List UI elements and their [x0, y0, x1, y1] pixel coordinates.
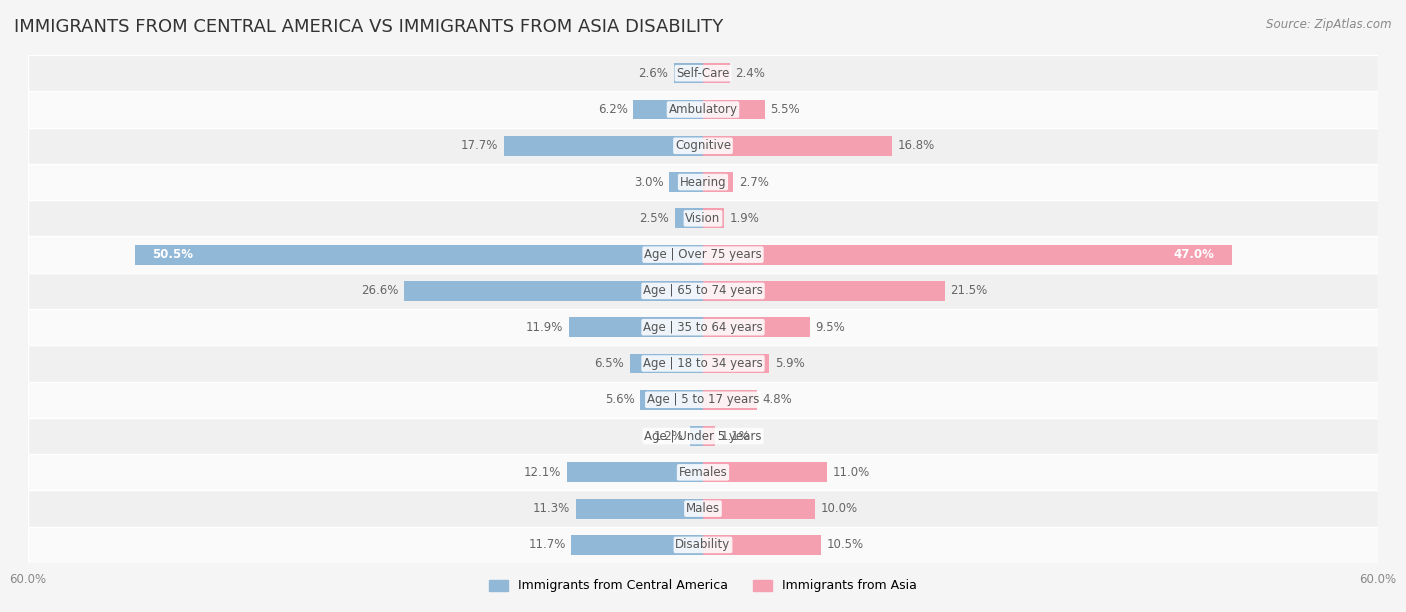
- Bar: [703, 172, 734, 192]
- Text: 11.3%: 11.3%: [533, 502, 571, 515]
- Bar: [28, 273, 1378, 309]
- Bar: [28, 128, 1378, 164]
- Text: 1.2%: 1.2%: [654, 430, 683, 442]
- Bar: [633, 100, 703, 119]
- Text: Disability: Disability: [675, 539, 731, 551]
- Bar: [567, 462, 703, 482]
- Text: Males: Males: [686, 502, 720, 515]
- Bar: [703, 354, 769, 373]
- Bar: [28, 418, 1378, 454]
- Text: 2.6%: 2.6%: [638, 67, 668, 80]
- Text: 17.7%: 17.7%: [461, 140, 498, 152]
- Bar: [703, 245, 1232, 264]
- Text: Age | 65 to 74 years: Age | 65 to 74 years: [643, 285, 763, 297]
- Text: 9.5%: 9.5%: [815, 321, 845, 334]
- Text: 5.5%: 5.5%: [770, 103, 800, 116]
- Text: 10.5%: 10.5%: [827, 539, 863, 551]
- Bar: [28, 490, 1378, 527]
- Bar: [404, 281, 703, 301]
- Bar: [703, 317, 810, 337]
- Bar: [703, 390, 756, 410]
- Bar: [28, 454, 1378, 490]
- Text: Age | 5 to 17 years: Age | 5 to 17 years: [647, 394, 759, 406]
- Bar: [503, 136, 703, 156]
- Text: Age | Over 75 years: Age | Over 75 years: [644, 248, 762, 261]
- Text: 3.0%: 3.0%: [634, 176, 664, 188]
- Text: Self-Care: Self-Care: [676, 67, 730, 80]
- Text: 12.1%: 12.1%: [524, 466, 561, 479]
- Bar: [135, 245, 703, 264]
- Bar: [703, 426, 716, 446]
- Bar: [669, 172, 703, 192]
- Bar: [28, 164, 1378, 200]
- Text: Age | 18 to 34 years: Age | 18 to 34 years: [643, 357, 763, 370]
- Bar: [703, 100, 765, 119]
- Bar: [571, 535, 703, 555]
- Bar: [28, 527, 1378, 563]
- Text: 50.5%: 50.5%: [152, 248, 193, 261]
- Text: 5.6%: 5.6%: [605, 394, 634, 406]
- Bar: [703, 462, 827, 482]
- Text: 1.1%: 1.1%: [721, 430, 751, 442]
- Bar: [630, 354, 703, 373]
- Text: Ambulatory: Ambulatory: [668, 103, 738, 116]
- Bar: [703, 499, 815, 518]
- Text: 1.9%: 1.9%: [730, 212, 759, 225]
- Bar: [689, 426, 703, 446]
- Text: Cognitive: Cognitive: [675, 140, 731, 152]
- Text: 2.7%: 2.7%: [740, 176, 769, 188]
- Text: IMMIGRANTS FROM CENTRAL AMERICA VS IMMIGRANTS FROM ASIA DISABILITY: IMMIGRANTS FROM CENTRAL AMERICA VS IMMIG…: [14, 18, 723, 36]
- Bar: [569, 317, 703, 337]
- Text: Females: Females: [679, 466, 727, 479]
- Text: 10.0%: 10.0%: [821, 502, 858, 515]
- Text: 6.2%: 6.2%: [598, 103, 627, 116]
- Text: 2.5%: 2.5%: [640, 212, 669, 225]
- Text: 11.0%: 11.0%: [832, 466, 869, 479]
- Bar: [28, 345, 1378, 382]
- Bar: [640, 390, 703, 410]
- Text: 2.4%: 2.4%: [735, 67, 765, 80]
- Bar: [28, 55, 1378, 91]
- Bar: [703, 281, 945, 301]
- Text: Hearing: Hearing: [679, 176, 727, 188]
- Bar: [28, 91, 1378, 128]
- Bar: [703, 208, 724, 228]
- Text: Age | 35 to 64 years: Age | 35 to 64 years: [643, 321, 763, 334]
- Text: 11.9%: 11.9%: [526, 321, 564, 334]
- Text: 16.8%: 16.8%: [897, 140, 935, 152]
- Text: 6.5%: 6.5%: [595, 357, 624, 370]
- Bar: [675, 208, 703, 228]
- Bar: [576, 499, 703, 518]
- Legend: Immigrants from Central America, Immigrants from Asia: Immigrants from Central America, Immigra…: [484, 575, 922, 597]
- Text: 4.8%: 4.8%: [762, 394, 793, 406]
- Text: 11.7%: 11.7%: [529, 539, 565, 551]
- Bar: [28, 200, 1378, 236]
- Text: Source: ZipAtlas.com: Source: ZipAtlas.com: [1267, 18, 1392, 31]
- Bar: [28, 382, 1378, 418]
- Text: 5.9%: 5.9%: [775, 357, 804, 370]
- Bar: [28, 309, 1378, 345]
- Bar: [703, 535, 821, 555]
- Bar: [673, 63, 703, 83]
- Text: Vision: Vision: [685, 212, 721, 225]
- Text: Age | Under 5 years: Age | Under 5 years: [644, 430, 762, 442]
- Text: 21.5%: 21.5%: [950, 285, 987, 297]
- Bar: [28, 236, 1378, 273]
- Bar: [703, 63, 730, 83]
- Bar: [703, 136, 891, 156]
- Text: 47.0%: 47.0%: [1174, 248, 1215, 261]
- Text: 26.6%: 26.6%: [361, 285, 398, 297]
